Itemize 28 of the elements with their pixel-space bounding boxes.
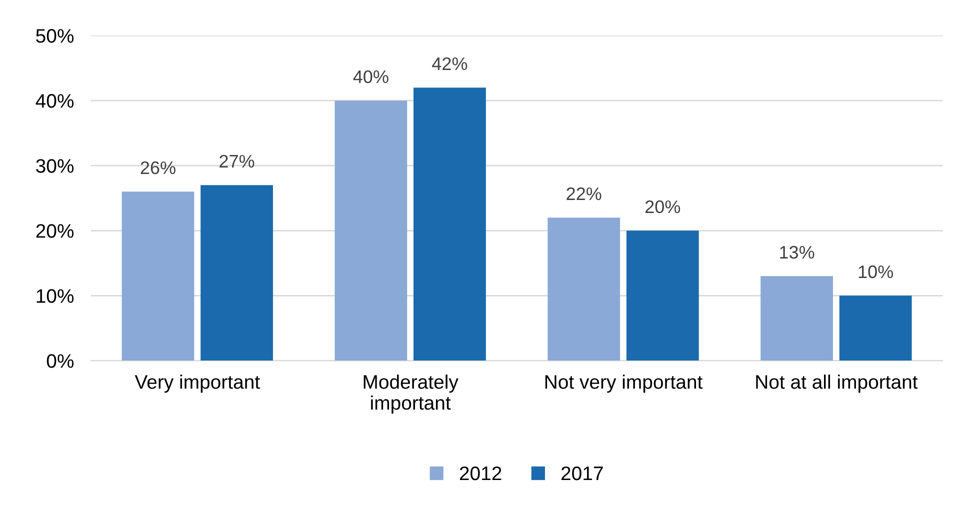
bar <box>334 100 408 361</box>
bar <box>122 192 194 361</box>
legend-label: 2017 <box>562 466 603 480</box>
data-label: 27% <box>220 154 254 168</box>
bar <box>760 276 833 361</box>
bar <box>414 88 486 361</box>
y-tick-label: 20% <box>36 224 74 238</box>
data-label: 26% <box>140 161 176 174</box>
y-tick-label: 0% <box>46 354 74 368</box>
bar <box>200 185 273 361</box>
bar <box>839 296 912 361</box>
x-tick-label: Moderately important <box>364 374 458 414</box>
data-label: 20% <box>645 200 680 214</box>
x-tick-label: Not at all important <box>756 374 918 393</box>
bar <box>626 230 699 361</box>
data-label: 10% <box>858 265 893 278</box>
data-label: 42% <box>432 57 468 70</box>
data-label: 22% <box>566 187 602 200</box>
x-tick-label: Not very important <box>545 374 703 393</box>
y-tick-label: 40% <box>36 94 74 108</box>
data-label: 13% <box>780 246 814 259</box>
y-tick-label: 30% <box>36 159 74 173</box>
legend-label: 2012 <box>460 466 502 480</box>
data-label: 40% <box>353 70 388 84</box>
y-tick-label: 10% <box>36 289 74 303</box>
x-tick-label: Very important <box>134 374 260 393</box>
y-tick-label: 50% <box>36 29 74 43</box>
bar <box>548 218 620 361</box>
